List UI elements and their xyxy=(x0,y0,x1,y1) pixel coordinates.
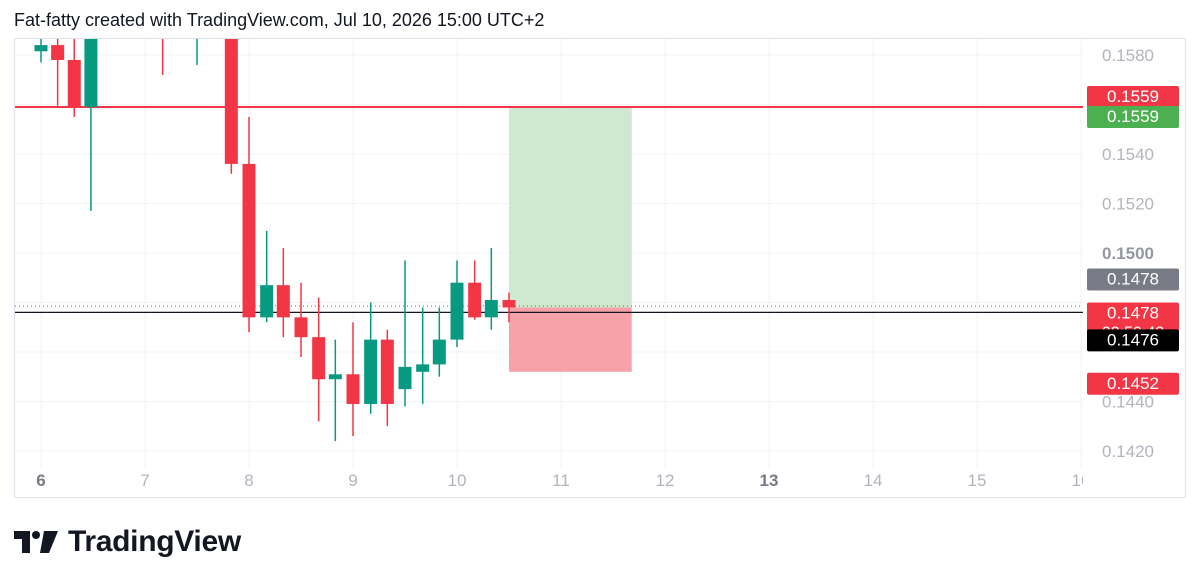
y-axis-tick-label: 0.1500 xyxy=(1102,244,1154,263)
axis-mask xyxy=(1083,464,1185,497)
candle-body[interactable] xyxy=(224,39,238,164)
x-axis-tick-label: 10 xyxy=(448,471,467,490)
target-price-label-green-text: 0.1559 xyxy=(1107,107,1159,126)
candle-body[interactable] xyxy=(51,45,65,60)
profit-zone[interactable] xyxy=(509,106,632,308)
chart-frame[interactable]: 0.1580 0.1540 0.1520 0.1500 0.1440 0.1420 6 7 8 9… xyxy=(14,38,1186,498)
candle-body[interactable] xyxy=(67,59,81,107)
crosshair-price-label[interactable] xyxy=(1087,329,1179,352)
candle-body[interactable] xyxy=(312,337,326,380)
candle-body[interactable] xyxy=(294,317,308,338)
x-axis-tick-label: 8 xyxy=(244,471,253,490)
candlestick-chart[interactable]: 0.1580 0.1540 0.1520 0.1500 0.1440 0.1420 6 7 8 9… xyxy=(15,39,1185,497)
candle-body[interactable] xyxy=(364,339,378,404)
candle-body[interactable] xyxy=(416,364,430,372)
stop-price-label[interactable] xyxy=(1087,372,1179,395)
loss-zone[interactable] xyxy=(509,307,632,372)
target-price-label-red-text: 0.1559 xyxy=(1107,87,1159,106)
x-axis-tick-label: 7 xyxy=(140,471,149,490)
y-axis-tick-label: 0.1420 xyxy=(1102,442,1154,461)
candle-body[interactable] xyxy=(450,282,464,340)
candle-body[interactable] xyxy=(328,374,342,380)
tradingview-brand: TradingView xyxy=(14,522,241,562)
y-axis-tick-label: 0.1520 xyxy=(1102,195,1154,214)
y-axis-tick-label: 0.1440 xyxy=(1102,393,1154,412)
x-axis-tick-label: 15 xyxy=(968,471,987,490)
candle-body[interactable] xyxy=(276,285,290,318)
candle-body[interactable] xyxy=(502,300,516,308)
target-price-label-green[interactable] xyxy=(1087,105,1179,128)
tradingview-logo-icon xyxy=(14,531,58,553)
candle-body[interactable] xyxy=(484,300,498,318)
candle-body[interactable] xyxy=(260,285,274,318)
candle-body[interactable] xyxy=(242,163,256,318)
candle-body[interactable] xyxy=(34,45,48,52)
x-axis-tick-label: 12 xyxy=(656,471,675,490)
candle-body[interactable] xyxy=(84,39,98,107)
x-axis-tick-label: 13 xyxy=(760,471,779,490)
tradingview-wordmark: TradingView xyxy=(68,525,241,558)
target-price-label-red[interactable] xyxy=(1087,85,1179,108)
entry-price-label[interactable] xyxy=(1087,268,1179,291)
last-price-label-text: 0.1478 xyxy=(1107,303,1159,322)
stop-price-label-text: 0.1452 xyxy=(1107,374,1159,393)
x-axis-tick-label: 14 xyxy=(864,471,883,490)
candle-body[interactable] xyxy=(398,366,412,390)
candle-body[interactable] xyxy=(346,374,360,404)
x-axis-tick-label: 9 xyxy=(348,471,357,490)
entry-price-label-text: 0.1478 xyxy=(1107,269,1159,288)
x-axis-tick-label: 6 xyxy=(36,471,45,490)
candle-body[interactable] xyxy=(380,339,394,404)
chart-attribution: Fat-fatty created with TradingView.com, … xyxy=(14,10,545,30)
crosshair-price-label-text: 0.1476 xyxy=(1107,330,1159,349)
candle-body[interactable] xyxy=(468,282,482,318)
candle-body[interactable] xyxy=(432,339,446,365)
y-axis-tick-label: 0.1580 xyxy=(1102,46,1154,65)
y-axis-tick-label: 0.1540 xyxy=(1102,145,1154,164)
x-axis-tick-label: 11 xyxy=(552,471,570,490)
